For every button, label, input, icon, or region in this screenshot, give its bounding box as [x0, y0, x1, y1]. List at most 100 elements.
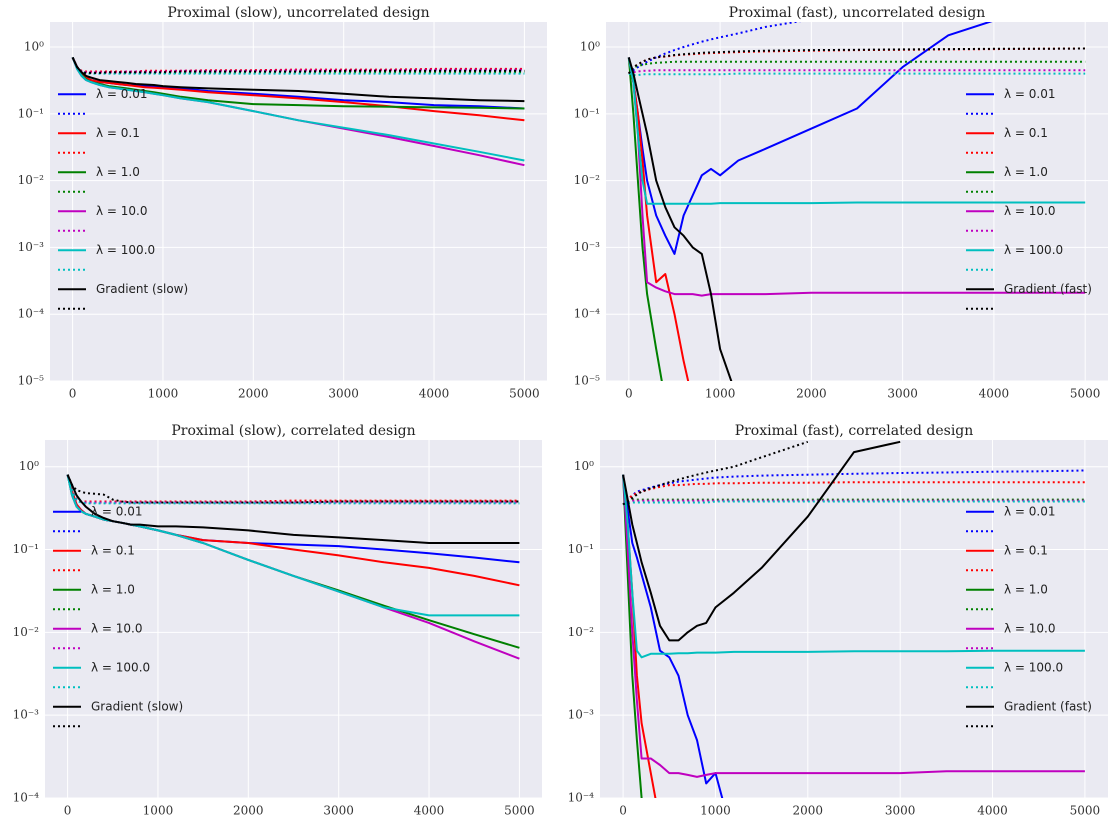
- legend-label: λ = 0.1: [91, 543, 135, 557]
- legend-label: λ = 1.0: [1004, 165, 1048, 179]
- x-tick-label: 1000: [705, 387, 736, 401]
- series-line: [628, 72, 1086, 77]
- x-tick-label: 3000: [885, 804, 916, 818]
- plot-area: [600, 440, 1108, 798]
- legend: λ = 0.01 λ = 0.1 λ = 1.0 λ = 10.0 λ = 100.0 G…: [966, 504, 1092, 728]
- x-tick-label: 5000: [509, 387, 540, 401]
- panel: Proximal (fast), uncorrelated design 0 100…: [574, 5, 1108, 401]
- x-tick-label: 1000: [700, 804, 731, 818]
- legend-label: Gradient (fast): [1004, 282, 1092, 296]
- x-tick-label: 0: [64, 804, 72, 818]
- series-layer: [622, 440, 1085, 798]
- x-tick-label: 5000: [1070, 804, 1101, 818]
- legend-label: λ = 0.1: [1004, 543, 1048, 557]
- x-tick-label: 2000: [793, 804, 824, 818]
- series-line: [628, 22, 802, 75]
- series-line: [627, 22, 993, 255]
- legend-label: λ = 0.01: [1004, 504, 1056, 518]
- legend-label: λ = 10.0: [91, 621, 143, 635]
- chart-title: Proximal (slow), uncorrelated design: [167, 5, 429, 21]
- series-line: [71, 56, 525, 74]
- y-tick-label: 10⁻²: [574, 173, 601, 187]
- y-tick-label: 10⁻³: [574, 240, 601, 254]
- legend-label: λ = 100.0: [96, 243, 155, 257]
- series-line: [627, 57, 1086, 205]
- series-line: [622, 440, 809, 506]
- legend-label: λ = 100.0: [1004, 243, 1063, 257]
- y-tick-label: 10⁻³: [568, 708, 595, 722]
- x-tick-label: 4000: [977, 804, 1008, 818]
- series-line: [71, 57, 525, 162]
- chart-title: Proximal (slow), correlated design: [171, 423, 415, 439]
- x-tick-label: 3000: [323, 804, 354, 818]
- series-line: [627, 57, 1086, 297]
- series-line: [66, 474, 520, 504]
- legend-label: λ = 1.0: [1004, 582, 1048, 596]
- y-tick-label: 10⁻¹: [568, 542, 594, 556]
- series-layer: [66, 474, 520, 660]
- legend-label: λ = 0.1: [1004, 126, 1048, 140]
- x-tick-label: 1000: [143, 804, 174, 818]
- series-line: [622, 474, 643, 798]
- legend-label: λ = 100.0: [1004, 660, 1063, 674]
- legend: λ = 0.01 λ = 0.1 λ = 1.0 λ = 10.0 λ = 100.0 G…: [966, 87, 1092, 310]
- legend-label: λ = 1.0: [91, 582, 135, 596]
- y-tick-label: 10⁻²: [13, 625, 40, 639]
- x-tick-label: 0: [69, 387, 77, 401]
- y-tick-label: 10⁰: [24, 40, 44, 54]
- series-line: [627, 60, 1086, 75]
- chart-title: Proximal (fast), correlated design: [735, 423, 974, 439]
- legend-label: Gradient (slow): [96, 282, 188, 296]
- y-tick-label: 10⁻⁴: [13, 791, 40, 805]
- series-line: [71, 56, 525, 75]
- legend-label: λ = 100.0: [91, 660, 150, 674]
- y-tick-label: 10⁻¹: [13, 542, 39, 556]
- y-tick-label: 10⁻³: [13, 708, 40, 722]
- y-tick-label: 10⁻⁵: [574, 374, 601, 388]
- y-tick-label: 10⁻²: [568, 625, 595, 639]
- x-tick-label: 3000: [328, 387, 359, 401]
- series-line: [628, 69, 1086, 75]
- x-tick-label: 5000: [1070, 387, 1101, 401]
- legend-label: Gradient (slow): [91, 699, 183, 713]
- legend-label: λ = 0.1: [96, 126, 140, 140]
- series-line: [622, 500, 1085, 506]
- x-tick-label: 0: [619, 804, 627, 818]
- series-line: [66, 474, 520, 504]
- x-tick-label: 4000: [419, 387, 450, 401]
- x-tick-label: 4000: [414, 804, 445, 818]
- y-tick-label: 10⁰: [19, 459, 39, 473]
- x-tick-label: 3000: [887, 387, 918, 401]
- x-tick-label: 2000: [796, 387, 827, 401]
- legend: λ = 0.01 λ = 0.1 λ = 1.0 λ = 10.0 λ = 100.0 G…: [58, 87, 188, 310]
- series-line: [622, 474, 1085, 659]
- legend: λ = 0.01 λ = 0.1 λ = 1.0 λ = 10.0 λ = 100.0 G…: [53, 504, 183, 728]
- series-line: [622, 469, 1085, 506]
- series-line: [622, 474, 1085, 778]
- panel: Proximal (slow), uncorrelated design 0 100…: [18, 5, 547, 401]
- series-line: [66, 474, 520, 617]
- plot-area: [50, 22, 547, 381]
- x-tick-label: 5000: [504, 804, 535, 818]
- chart-title: Proximal (fast), uncorrelated design: [729, 5, 986, 21]
- y-tick-label: 10⁻⁴: [574, 307, 601, 321]
- legend-label: λ = 10.0: [96, 204, 148, 218]
- x-tick-label: 2000: [238, 387, 269, 401]
- series-layer: [627, 22, 1086, 381]
- series-line: [71, 56, 525, 103]
- series-layer: [71, 56, 525, 167]
- legend-label: λ = 10.0: [1004, 204, 1056, 218]
- series-line: [66, 474, 520, 544]
- series-line: [627, 47, 1086, 75]
- y-tick-label: 10⁰: [574, 459, 594, 473]
- x-tick-label: 4000: [979, 387, 1010, 401]
- series-line: [66, 474, 520, 505]
- x-tick-label: 1000: [148, 387, 179, 401]
- y-tick-label: 10⁻¹: [574, 106, 600, 120]
- legend-label: λ = 10.0: [1004, 621, 1056, 635]
- legend-label: λ = 0.01: [96, 87, 148, 101]
- y-tick-label: 10⁻²: [18, 173, 45, 187]
- panel: Proximal (slow), correlated design 0 1000 2…: [13, 423, 542, 818]
- legend-label: λ = 0.01: [1004, 87, 1056, 101]
